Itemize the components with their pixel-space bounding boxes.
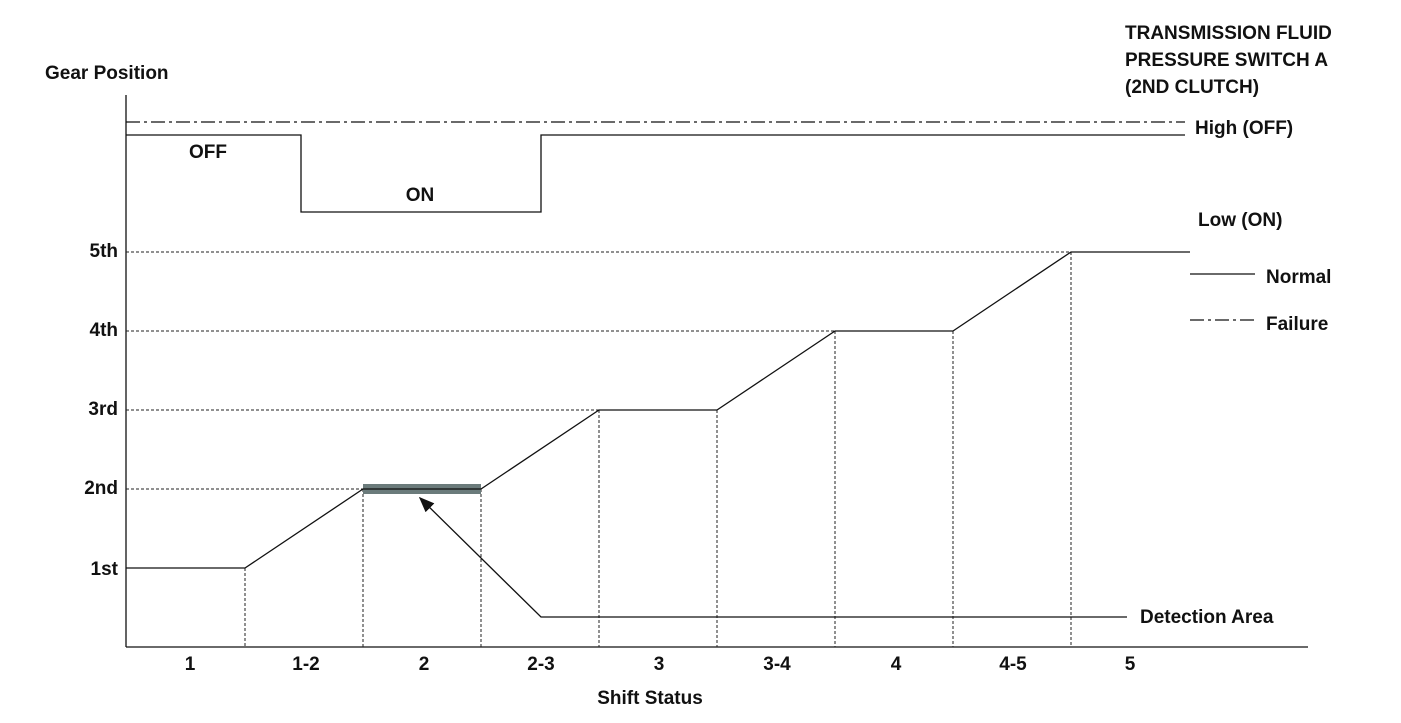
- shift-label: 3: [654, 654, 665, 675]
- detection-label: Detection Area: [1140, 607, 1274, 628]
- legend-normal: Normal: [1266, 267, 1331, 288]
- shift-label: 5: [1125, 654, 1136, 675]
- shift-label: 4-5: [999, 654, 1027, 675]
- low-label: Low (ON): [1198, 210, 1282, 231]
- off-label: OFF: [189, 142, 227, 163]
- switch-title: TRANSMISSION FLUID: [1125, 23, 1332, 44]
- switch-title: (2ND CLUTCH): [1125, 77, 1259, 98]
- shift-label: 4: [891, 654, 902, 675]
- legend-failure: Failure: [1266, 314, 1328, 335]
- detection-arrow: [418, 496, 1127, 618]
- gear-label: 4th: [90, 320, 119, 341]
- shift-label: 1: [185, 654, 196, 675]
- shift-label: 2-3: [527, 654, 554, 675]
- gear-label: 1st: [91, 559, 119, 580]
- gear-label: 5th: [90, 241, 119, 262]
- gear-label: 2nd: [84, 478, 118, 499]
- gear-guides: [126, 251, 1072, 647]
- switch-normal-line: [126, 134, 1185, 213]
- switch-title: PRESSURE SWITCH A: [1125, 50, 1328, 71]
- shift-label: 1-2: [292, 654, 319, 675]
- high-label: High (OFF): [1195, 118, 1293, 139]
- gear-line: [126, 251, 1190, 569]
- on-label: ON: [406, 185, 435, 206]
- shift-label: 2: [419, 654, 430, 675]
- gear-label: 3rd: [88, 399, 118, 420]
- shift-label: 3-4: [763, 654, 791, 675]
- y-axis-title: Gear Position: [45, 63, 169, 84]
- x-axis-title: Shift Status: [597, 688, 703, 709]
